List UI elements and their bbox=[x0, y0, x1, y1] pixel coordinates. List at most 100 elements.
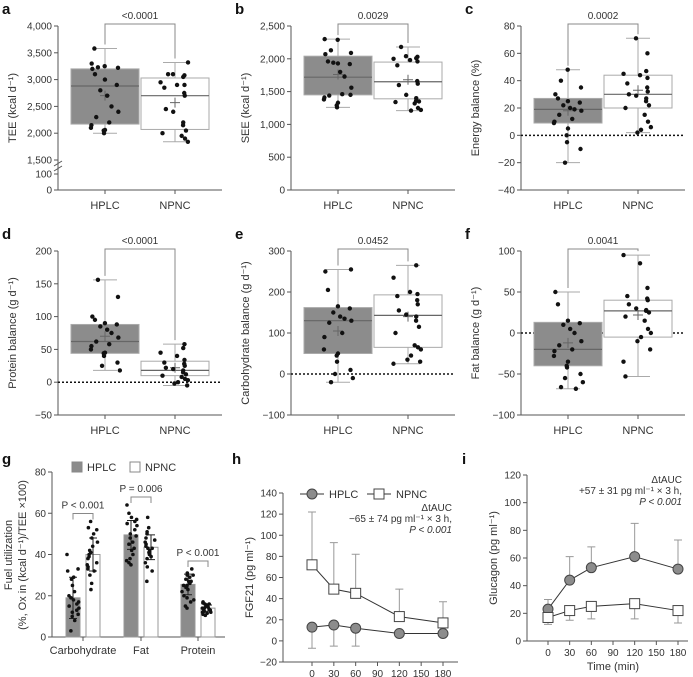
data-point bbox=[128, 536, 133, 540]
data-point bbox=[562, 160, 568, 165]
data-point bbox=[70, 614, 75, 619]
data-point bbox=[327, 320, 332, 325]
data-point bbox=[184, 383, 190, 388]
panel-letter: a bbox=[2, 1, 11, 18]
data-marker-hplc bbox=[328, 619, 340, 631]
data-point bbox=[185, 60, 191, 65]
data-point bbox=[174, 82, 180, 88]
data-marker-npnc bbox=[542, 611, 554, 623]
mean-marker bbox=[633, 85, 643, 96]
data-point bbox=[94, 339, 99, 344]
data-marker-hplc bbox=[672, 563, 684, 575]
y-tick-label: 2,000 bbox=[260, 54, 285, 65]
data-point bbox=[185, 573, 190, 577]
data-point bbox=[323, 52, 328, 57]
data-point bbox=[415, 291, 420, 297]
data-point bbox=[644, 68, 649, 74]
data-point bbox=[415, 81, 420, 86]
p-value: 0.0002 bbox=[588, 11, 619, 22]
data-point bbox=[335, 61, 341, 66]
significance-bracket bbox=[130, 496, 152, 503]
mean-marker bbox=[403, 74, 413, 85]
data-point bbox=[408, 108, 414, 113]
data-point bbox=[67, 604, 71, 608]
data-point bbox=[643, 98, 649, 104]
data-point bbox=[185, 139, 191, 144]
data-point bbox=[645, 119, 651, 124]
panel-b: b 0 500 1,000 1,500 2,000 2,500 SEE (kcal d⁻¹) H… bbox=[235, 1, 455, 212]
data-point bbox=[182, 363, 187, 368]
data-point bbox=[88, 125, 94, 131]
y-axis-label: Protein balance (g d⁻¹) bbox=[7, 277, 19, 389]
data-point bbox=[555, 96, 561, 101]
data-point bbox=[132, 527, 137, 532]
data-point bbox=[92, 46, 97, 51]
data-point bbox=[117, 368, 123, 373]
data-point bbox=[102, 63, 107, 69]
data-point bbox=[553, 92, 558, 97]
data-point bbox=[182, 82, 187, 88]
data-marker-hplc bbox=[393, 627, 405, 639]
p-value: 0.0029 bbox=[358, 11, 389, 22]
data-point bbox=[76, 567, 80, 571]
data-point bbox=[408, 353, 414, 358]
x-tick-label: Fat bbox=[133, 645, 149, 657]
data-point bbox=[134, 534, 138, 538]
y-tick-label: 60 bbox=[266, 573, 278, 584]
data-point bbox=[340, 330, 345, 336]
data-point bbox=[69, 629, 73, 633]
data-point bbox=[564, 139, 570, 145]
data-point bbox=[88, 573, 92, 577]
data-point bbox=[348, 50, 354, 56]
data-point bbox=[348, 92, 353, 98]
data-marker-npnc bbox=[328, 583, 340, 595]
data-point bbox=[621, 252, 626, 258]
data-point bbox=[109, 330, 114, 336]
data-point bbox=[349, 318, 354, 323]
data-point bbox=[334, 353, 339, 358]
data-marker-hplc bbox=[350, 622, 362, 634]
y-tick-label: 1,000 bbox=[260, 120, 285, 131]
data-point bbox=[645, 75, 650, 81]
data-point bbox=[321, 97, 327, 102]
x-tick-label: NPNC bbox=[392, 425, 423, 437]
y-tick-label: 150 bbox=[35, 279, 52, 290]
mean-marker bbox=[100, 331, 110, 342]
data-point bbox=[395, 293, 400, 299]
y-tick-label: 20 bbox=[266, 615, 278, 626]
x-tick-label: HPLC bbox=[323, 425, 352, 437]
data-point bbox=[565, 318, 571, 323]
data-point bbox=[416, 99, 422, 104]
y-tick-label: 0 bbox=[509, 131, 515, 142]
data-point bbox=[109, 104, 114, 109]
x-tick-label: 30 bbox=[564, 648, 576, 659]
data-point bbox=[180, 589, 184, 594]
data-point bbox=[70, 583, 75, 588]
data-point bbox=[331, 60, 336, 65]
data-point bbox=[391, 56, 396, 61]
data-point bbox=[396, 308, 402, 313]
error-bar bbox=[308, 511, 316, 565]
y-tick-label: 1,500 bbox=[260, 87, 285, 98]
data-point bbox=[565, 98, 571, 104]
data-point bbox=[174, 353, 180, 359]
y-axis-label-units: (%, Ox in (kcal d⁻¹)/TEE ×100) bbox=[17, 480, 29, 630]
y-tick-label: 80 bbox=[504, 22, 516, 33]
data-point bbox=[340, 92, 345, 97]
data-point bbox=[183, 372, 189, 377]
data-marker-hplc bbox=[585, 562, 597, 574]
data-point bbox=[203, 613, 208, 618]
data-point bbox=[416, 324, 422, 330]
y-tick-label: 140 bbox=[260, 489, 277, 500]
x-tick-label: 120 bbox=[391, 669, 408, 677]
y-tick-label: 20 bbox=[35, 591, 47, 602]
data-point bbox=[101, 131, 107, 136]
data-point bbox=[350, 375, 356, 381]
y-tick-label: 100 bbox=[260, 531, 277, 542]
p-value: 0.0041 bbox=[588, 236, 619, 247]
data-point bbox=[192, 598, 196, 602]
data-point bbox=[72, 589, 77, 594]
data-point bbox=[145, 565, 150, 569]
mean-marker bbox=[633, 309, 643, 320]
y-tick-label: 100 bbox=[35, 312, 52, 323]
